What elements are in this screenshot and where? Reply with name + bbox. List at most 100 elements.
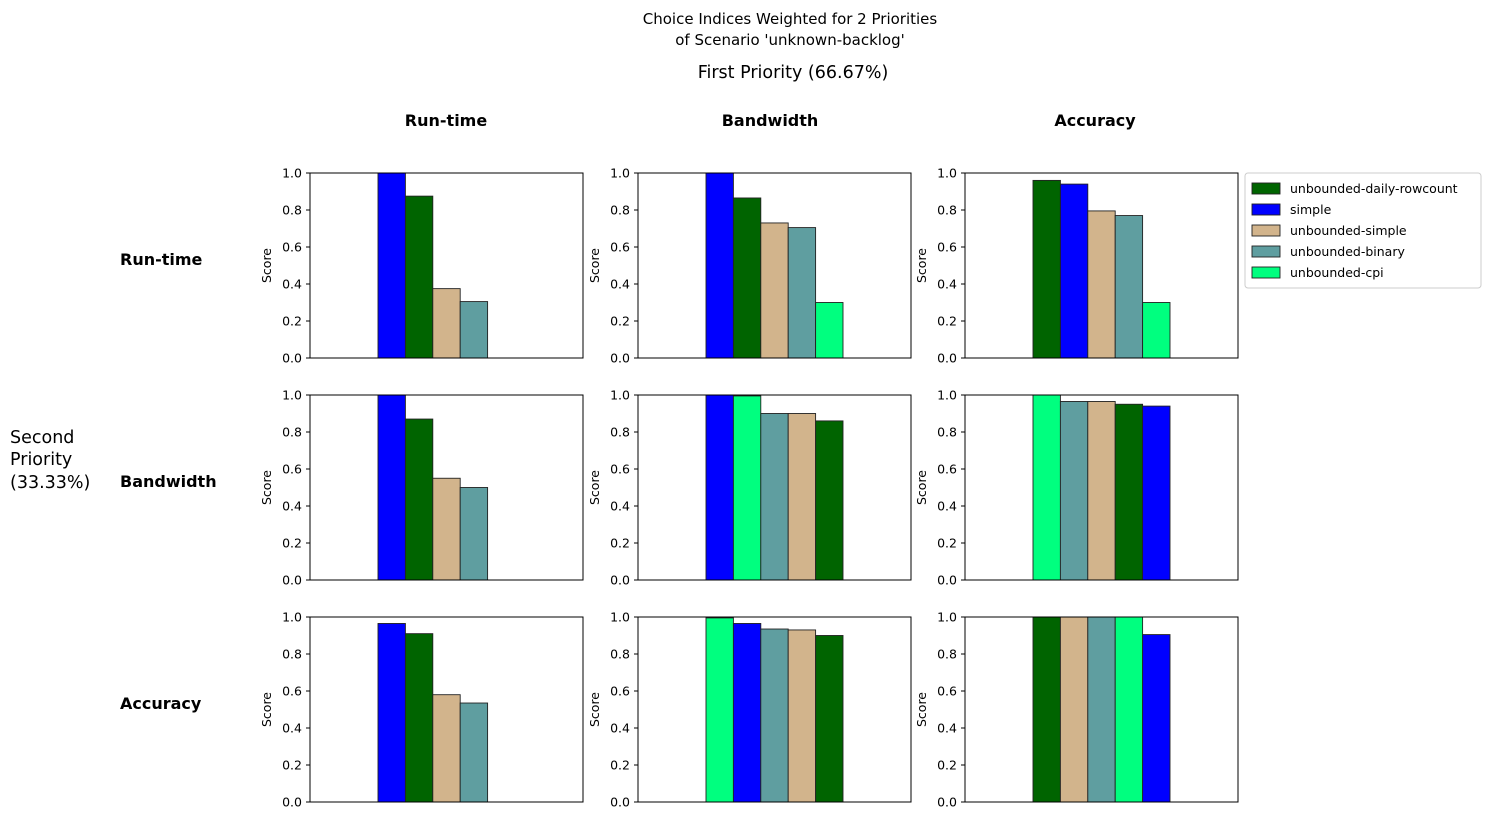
y-tick-label: 0.0: [282, 795, 302, 810]
axes-frame: [309, 172, 584, 359]
bar-unbounded-daily-rowcount: [1032, 179, 1061, 359]
y-tick-label: 0.4: [610, 721, 630, 736]
axes-frame: [964, 616, 1239, 803]
axes-frame: [309, 394, 584, 581]
y-tick-label: 1.0: [282, 610, 302, 625]
y-tick-label: 0.4: [610, 277, 630, 292]
bar-simple: [732, 623, 762, 803]
y-tick-label: 0.6: [610, 684, 630, 699]
bar-simple: [1142, 405, 1171, 581]
y-axis-label: Score: [914, 470, 929, 505]
y-tick-label: 0.6: [937, 684, 957, 699]
y-tick-label: 1.0: [937, 166, 957, 181]
subplot-accuracy-accuracy: 0.0 0.2 0.4 0.6 0.8 1.0 Score: [914, 610, 1239, 810]
bar-unbounded-binary: [459, 301, 489, 359]
bar-unbounded-simple: [760, 222, 789, 359]
bar-unbounded-daily-rowcount: [404, 633, 434, 803]
bar-unbounded-binary: [1087, 616, 1116, 803]
y-tick-label: 0.6: [937, 462, 957, 477]
legend-swatch: [1251, 245, 1281, 258]
y-tick-label: 0.6: [937, 240, 957, 255]
y-tick-label: 0.4: [610, 499, 630, 514]
figure-title-line2: of Scenario 'unknown-backlog': [675, 31, 905, 49]
legend-swatch: [1251, 182, 1281, 195]
bar-unbounded-simple: [787, 629, 817, 803]
bar-unbounded-simple: [1087, 401, 1116, 581]
subplot-bandwidth-run-time: 0.0 0.2 0.4 0.6 0.8 1.0 Score: [259, 388, 584, 588]
y-tick-label: 0.4: [282, 721, 302, 736]
y-axis-label: Score: [587, 248, 602, 283]
bar-unbounded-daily-rowcount: [732, 197, 762, 359]
y-tick-label: 0.4: [937, 277, 957, 292]
bar-unbounded-binary: [459, 487, 489, 581]
legend-label: unbounded-simple: [1290, 223, 1407, 238]
bar-simple: [1059, 183, 1089, 359]
y-axis-label: Score: [587, 692, 602, 727]
y-axis-label: Score: [914, 248, 929, 283]
first-priority-label: First Priority (66.67%): [698, 63, 889, 83]
legend-item-simple: simple: [1251, 202, 1332, 217]
second-priority-label-line1: Second: [10, 428, 74, 448]
y-tick-label: 0.2: [937, 314, 957, 329]
y-tick-label: 0.6: [610, 240, 630, 255]
y-tick-label: 0.2: [610, 758, 630, 773]
y-tick-label: 0.8: [610, 647, 630, 662]
bar-unbounded-cpi: [1032, 394, 1061, 581]
y-tick-label: 1.0: [610, 610, 630, 625]
y-tick-label: 0.2: [610, 314, 630, 329]
legend-label: simple: [1290, 202, 1332, 217]
subplot-run-time-run-time: 0.0 0.2 0.4 0.6 0.8 1.0 Score: [259, 166, 584, 366]
column-label-accuracy: Accuracy: [1054, 111, 1136, 130]
row-label-run-time: Run-time: [120, 250, 203, 269]
y-tick-label: 0.0: [282, 351, 302, 366]
column-label-bandwidth: Bandwidth: [722, 111, 819, 130]
bar-simple: [377, 623, 406, 803]
bar-unbounded-simple: [1059, 616, 1089, 803]
axes-frame: [964, 394, 1239, 581]
y-axis-label: Score: [914, 692, 929, 727]
bar-unbounded-daily-rowcount: [1032, 616, 1061, 803]
bar-unbounded-daily-rowcount: [404, 195, 434, 359]
y-tick-label: 0.8: [282, 203, 302, 218]
bar-unbounded-cpi: [815, 302, 844, 359]
bar-unbounded-daily-rowcount: [404, 418, 434, 581]
y-tick-label: 0.8: [282, 425, 302, 440]
bar-simple: [705, 172, 734, 359]
subplot-grid: 0.0 0.2 0.4 0.6 0.8 1.0 Score 0.0 0.2 0.4 0.6 0.8 1.…: [259, 166, 1239, 810]
y-tick-label: 0.8: [610, 203, 630, 218]
y-tick-label: 0.0: [282, 573, 302, 588]
bar-unbounded-simple: [1087, 210, 1116, 359]
y-tick-label: 0.2: [282, 314, 302, 329]
legend-item-unbounded-cpi: unbounded-cpi: [1251, 265, 1384, 280]
legend-swatch: [1251, 266, 1281, 279]
bar-unbounded-simple: [432, 477, 461, 581]
bar-unbounded-binary: [1114, 215, 1144, 359]
bar-unbounded-binary: [760, 413, 789, 581]
y-tick-label: 0.8: [937, 203, 957, 218]
bar-unbounded-binary: [459, 702, 489, 803]
y-tick-label: 0.2: [282, 536, 302, 551]
subplot-run-time-accuracy: 0.0 0.2 0.4 0.6 0.8 1.0 Score: [914, 166, 1239, 366]
bar-unbounded-simple: [432, 288, 461, 359]
legend-label: unbounded-cpi: [1290, 265, 1384, 280]
y-tick-label: 0.4: [282, 277, 302, 292]
bar-simple: [377, 172, 406, 359]
bar-simple: [705, 394, 734, 581]
y-tick-label: 0.4: [937, 721, 957, 736]
y-tick-label: 0.8: [937, 647, 957, 662]
y-tick-label: 0.0: [610, 573, 630, 588]
legend-swatch: [1251, 203, 1281, 216]
subplot-run-time-bandwidth: 0.0 0.2 0.4 0.6 0.8 1.0 Score: [587, 166, 912, 366]
axes-frame: [964, 172, 1239, 359]
y-tick-label: 0.4: [282, 499, 302, 514]
bar-unbounded-cpi: [705, 617, 734, 803]
y-axis-label: Score: [259, 248, 274, 283]
y-tick-label: 1.0: [282, 166, 302, 181]
y-tick-label: 0.0: [610, 795, 630, 810]
row-label-bandwidth: Bandwidth: [120, 472, 217, 491]
legend-label: unbounded-binary: [1290, 244, 1405, 259]
axes-frame: [309, 616, 584, 803]
y-tick-label: 1.0: [610, 388, 630, 403]
bar-simple: [1142, 634, 1171, 803]
